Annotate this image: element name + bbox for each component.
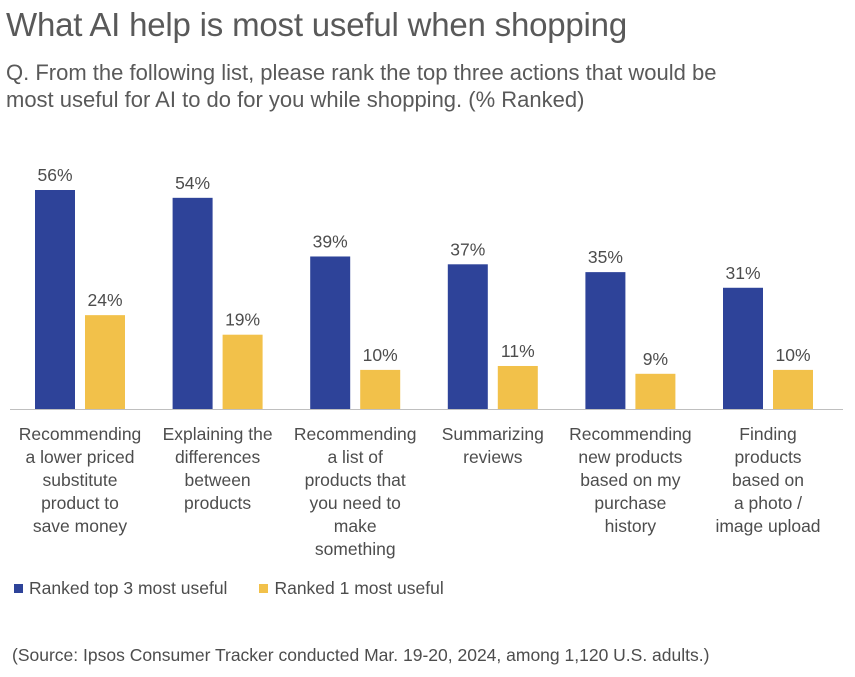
category-label-line: a photo / xyxy=(733,493,803,513)
category-label-0: Recommending a lower priced substitute prod… xyxy=(12,423,148,538)
category-label-line: purchase xyxy=(594,493,667,513)
category-label-line: Explaining the xyxy=(162,424,273,444)
bar-s0-c5 xyxy=(723,287,763,409)
bar-s1-c5 xyxy=(773,369,813,409)
data-label-s1-c5: 10% xyxy=(775,345,810,365)
category-label-line: Recommending xyxy=(18,424,142,444)
category-label-line: substitute xyxy=(42,470,118,490)
bar-s1-c3 xyxy=(497,365,538,409)
bar-s1-c2 xyxy=(360,369,401,409)
category-label-line: you need to xyxy=(309,493,401,513)
bar-chart: 56% 24% 54% 19% 39% 10% 37% 11% 35% 9% 31% 10% xyxy=(10,165,843,410)
chart-title: What AI help is most useful when shoppin… xyxy=(6,6,627,43)
source-note: (Source: Ipsos Consumer Tracker conducte… xyxy=(12,645,710,665)
bar-s0-c2 xyxy=(310,256,351,409)
category-label-line: a lower priced xyxy=(25,447,135,467)
legend: Ranked top 3 most useful Ranked 1 most u… xyxy=(14,578,476,599)
category-label-line: a list of xyxy=(327,447,383,467)
category-label-5: Finding products based on a photo / image up… xyxy=(700,423,836,538)
category-label-2: Recommending a list of products that you ne… xyxy=(287,423,423,561)
category-label-line: reviews xyxy=(463,447,523,467)
data-label-s1-c4: 9% xyxy=(643,349,668,369)
data-label-s0-c5: 31% xyxy=(725,263,760,283)
category-label-line: something xyxy=(314,539,396,559)
category-label-line: product to xyxy=(41,493,119,513)
category-label-line: products that xyxy=(304,470,406,490)
category-label-line: Recommending xyxy=(569,424,692,444)
legend-swatch-rank1 xyxy=(259,584,269,593)
data-label-s0-c0: 56% xyxy=(37,165,72,185)
category-label-line: based on my xyxy=(580,470,681,490)
category-label-line: Recommending xyxy=(293,424,417,444)
bar-s0-c1 xyxy=(172,197,213,409)
category-label-4: Recommending new products based on my purch… xyxy=(562,423,698,538)
data-label-s1-c3: 11% xyxy=(501,341,535,361)
category-label-line: make xyxy=(333,516,377,536)
legend-item-top3: Ranked top 3 most useful xyxy=(14,578,227,599)
category-label-line: Finding xyxy=(739,424,797,444)
data-label-s0-c3: 37% xyxy=(450,239,485,259)
category-label-line: Summarizing xyxy=(441,424,544,444)
bar-s0-c3 xyxy=(447,264,488,409)
category-label-line: products xyxy=(184,493,252,513)
legend-label-rank1: Ranked 1 most useful xyxy=(274,578,444,598)
data-label-s1-c0: 24% xyxy=(87,290,122,310)
category-label-line: new products xyxy=(578,447,683,467)
bar-s0-c0 xyxy=(35,190,75,409)
category-label-3: Summarizing reviews xyxy=(425,423,561,469)
category-label-line: save money xyxy=(32,516,128,536)
category-label-line: history xyxy=(604,516,657,536)
category-label-line: between xyxy=(184,470,251,490)
bar-s0-c4 xyxy=(585,272,626,409)
data-label-s0-c1: 54% xyxy=(175,173,210,193)
data-label-s0-c4: 35% xyxy=(588,247,623,267)
legend-swatch-top3 xyxy=(14,584,23,593)
legend-label-top3: Ranked top 3 most useful xyxy=(29,578,228,598)
bar-s1-c4 xyxy=(635,373,676,409)
category-label-line: products xyxy=(734,447,802,467)
data-label-s1-c2: 10% xyxy=(363,345,398,365)
data-label-s1-c1: 19% xyxy=(225,310,260,330)
category-label-1: Explaining the differences between products xyxy=(150,423,286,515)
data-label-s0-c2: 39% xyxy=(313,231,348,251)
bar-s1-c0 xyxy=(85,315,125,409)
chart-subtitle: Q. From the following list, please rank … xyxy=(6,60,717,112)
category-label-line: based on xyxy=(731,470,804,490)
legend-item-rank1: Ranked 1 most useful xyxy=(259,578,444,599)
bar-s1-c1 xyxy=(222,334,263,409)
category-label-line: image upload xyxy=(715,516,821,536)
category-label-line: differences xyxy=(174,447,261,467)
